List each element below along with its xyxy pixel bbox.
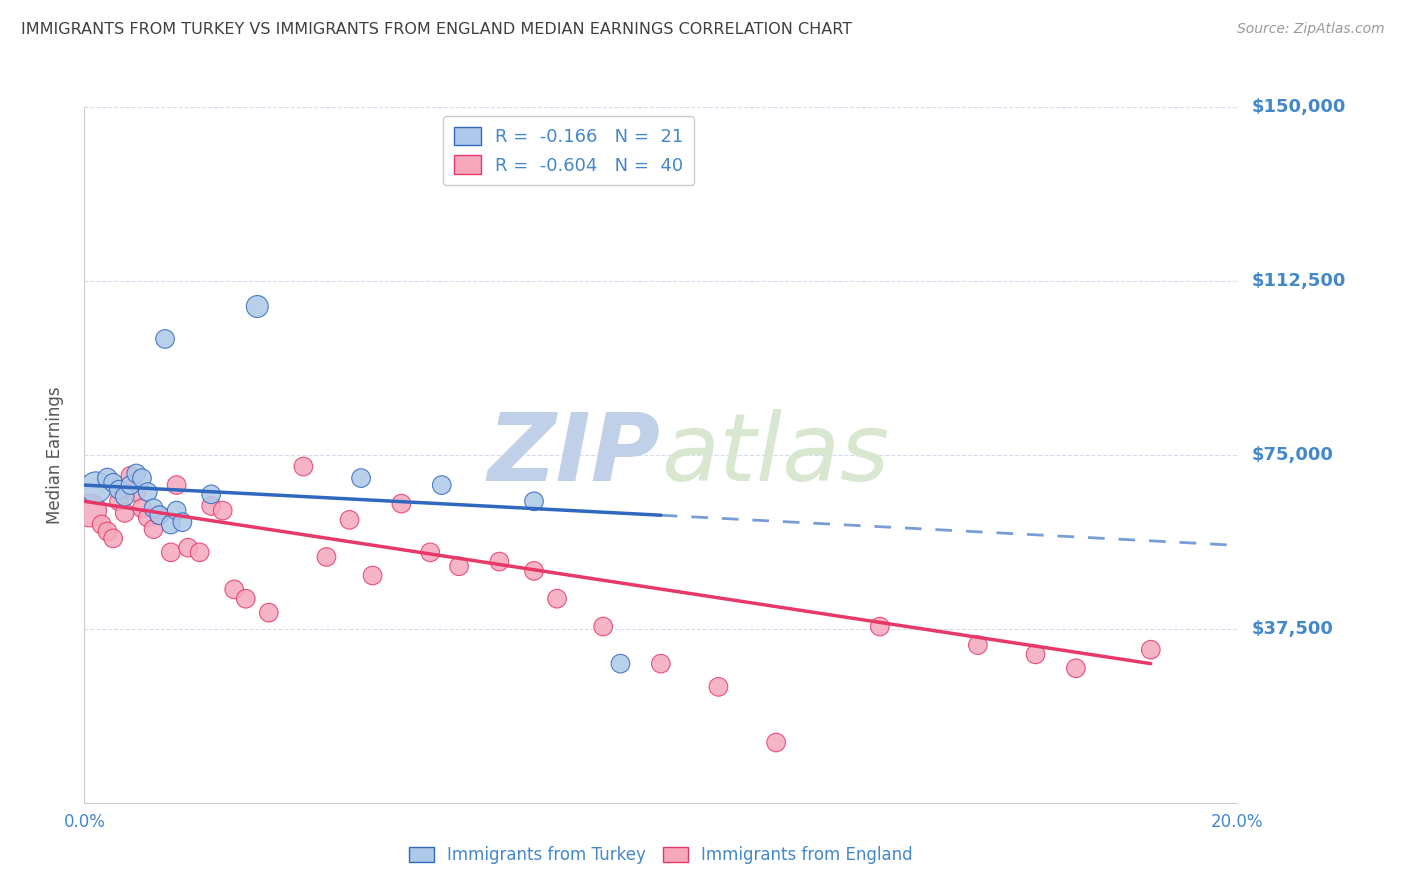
Point xyxy=(361,568,384,582)
Point xyxy=(211,503,233,517)
Point xyxy=(108,494,131,508)
Point xyxy=(153,332,176,346)
Point xyxy=(96,471,118,485)
Point xyxy=(172,515,194,529)
Point xyxy=(1064,661,1087,675)
Point xyxy=(125,485,148,500)
Point xyxy=(103,475,124,490)
Point xyxy=(339,513,361,527)
Legend: Immigrants from Turkey, Immigrants from England: Immigrants from Turkey, Immigrants from … xyxy=(402,839,920,871)
Point xyxy=(609,657,631,671)
Point xyxy=(315,549,337,564)
Text: $37,500: $37,500 xyxy=(1251,620,1333,638)
Point xyxy=(79,503,101,517)
Point xyxy=(447,559,470,574)
Text: IMMIGRANTS FROM TURKEY VS IMMIGRANTS FROM ENGLAND MEDIAN EARNINGS CORRELATION CH: IMMIGRANTS FROM TURKEY VS IMMIGRANTS FRO… xyxy=(21,22,852,37)
Point xyxy=(523,494,546,508)
Point xyxy=(765,735,787,749)
Point xyxy=(592,619,614,633)
Point xyxy=(120,468,142,483)
Text: $150,000: $150,000 xyxy=(1251,98,1346,116)
Point xyxy=(103,532,124,546)
Point xyxy=(90,517,112,532)
Point xyxy=(488,555,510,569)
Point xyxy=(160,517,183,532)
Y-axis label: Median Earnings: Median Earnings xyxy=(45,386,63,524)
Point xyxy=(160,545,183,559)
Point xyxy=(131,501,153,516)
Point xyxy=(108,483,131,497)
Point xyxy=(166,503,188,517)
Point xyxy=(235,591,257,606)
Point xyxy=(125,467,148,481)
Point xyxy=(96,524,118,539)
Point xyxy=(200,487,222,501)
Point xyxy=(257,606,280,620)
Point xyxy=(224,582,246,597)
Text: $112,500: $112,500 xyxy=(1251,272,1346,290)
Point xyxy=(1139,642,1161,657)
Point xyxy=(523,564,546,578)
Point xyxy=(84,480,107,494)
Text: $75,000: $75,000 xyxy=(1251,446,1333,464)
Point xyxy=(419,545,441,559)
Point xyxy=(114,490,136,504)
Point xyxy=(430,478,453,492)
Point xyxy=(136,485,159,500)
Text: ZIP: ZIP xyxy=(488,409,661,501)
Point xyxy=(188,545,211,559)
Point xyxy=(246,300,269,314)
Point xyxy=(131,471,153,485)
Point xyxy=(142,501,165,516)
Point xyxy=(166,478,188,492)
Text: atlas: atlas xyxy=(661,409,889,500)
Point xyxy=(148,508,170,523)
Point xyxy=(200,499,222,513)
Point xyxy=(136,510,159,524)
Point xyxy=(148,508,170,523)
Point xyxy=(546,591,568,606)
Point xyxy=(967,638,990,652)
Point xyxy=(120,478,142,492)
Point xyxy=(869,619,891,633)
Point xyxy=(142,522,165,536)
Text: Source: ZipAtlas.com: Source: ZipAtlas.com xyxy=(1237,22,1385,37)
Point xyxy=(707,680,730,694)
Point xyxy=(391,497,413,511)
Point xyxy=(1024,648,1046,662)
Point xyxy=(177,541,200,555)
Point xyxy=(350,471,373,485)
Point xyxy=(292,459,315,474)
Point xyxy=(114,506,136,520)
Point xyxy=(650,657,672,671)
